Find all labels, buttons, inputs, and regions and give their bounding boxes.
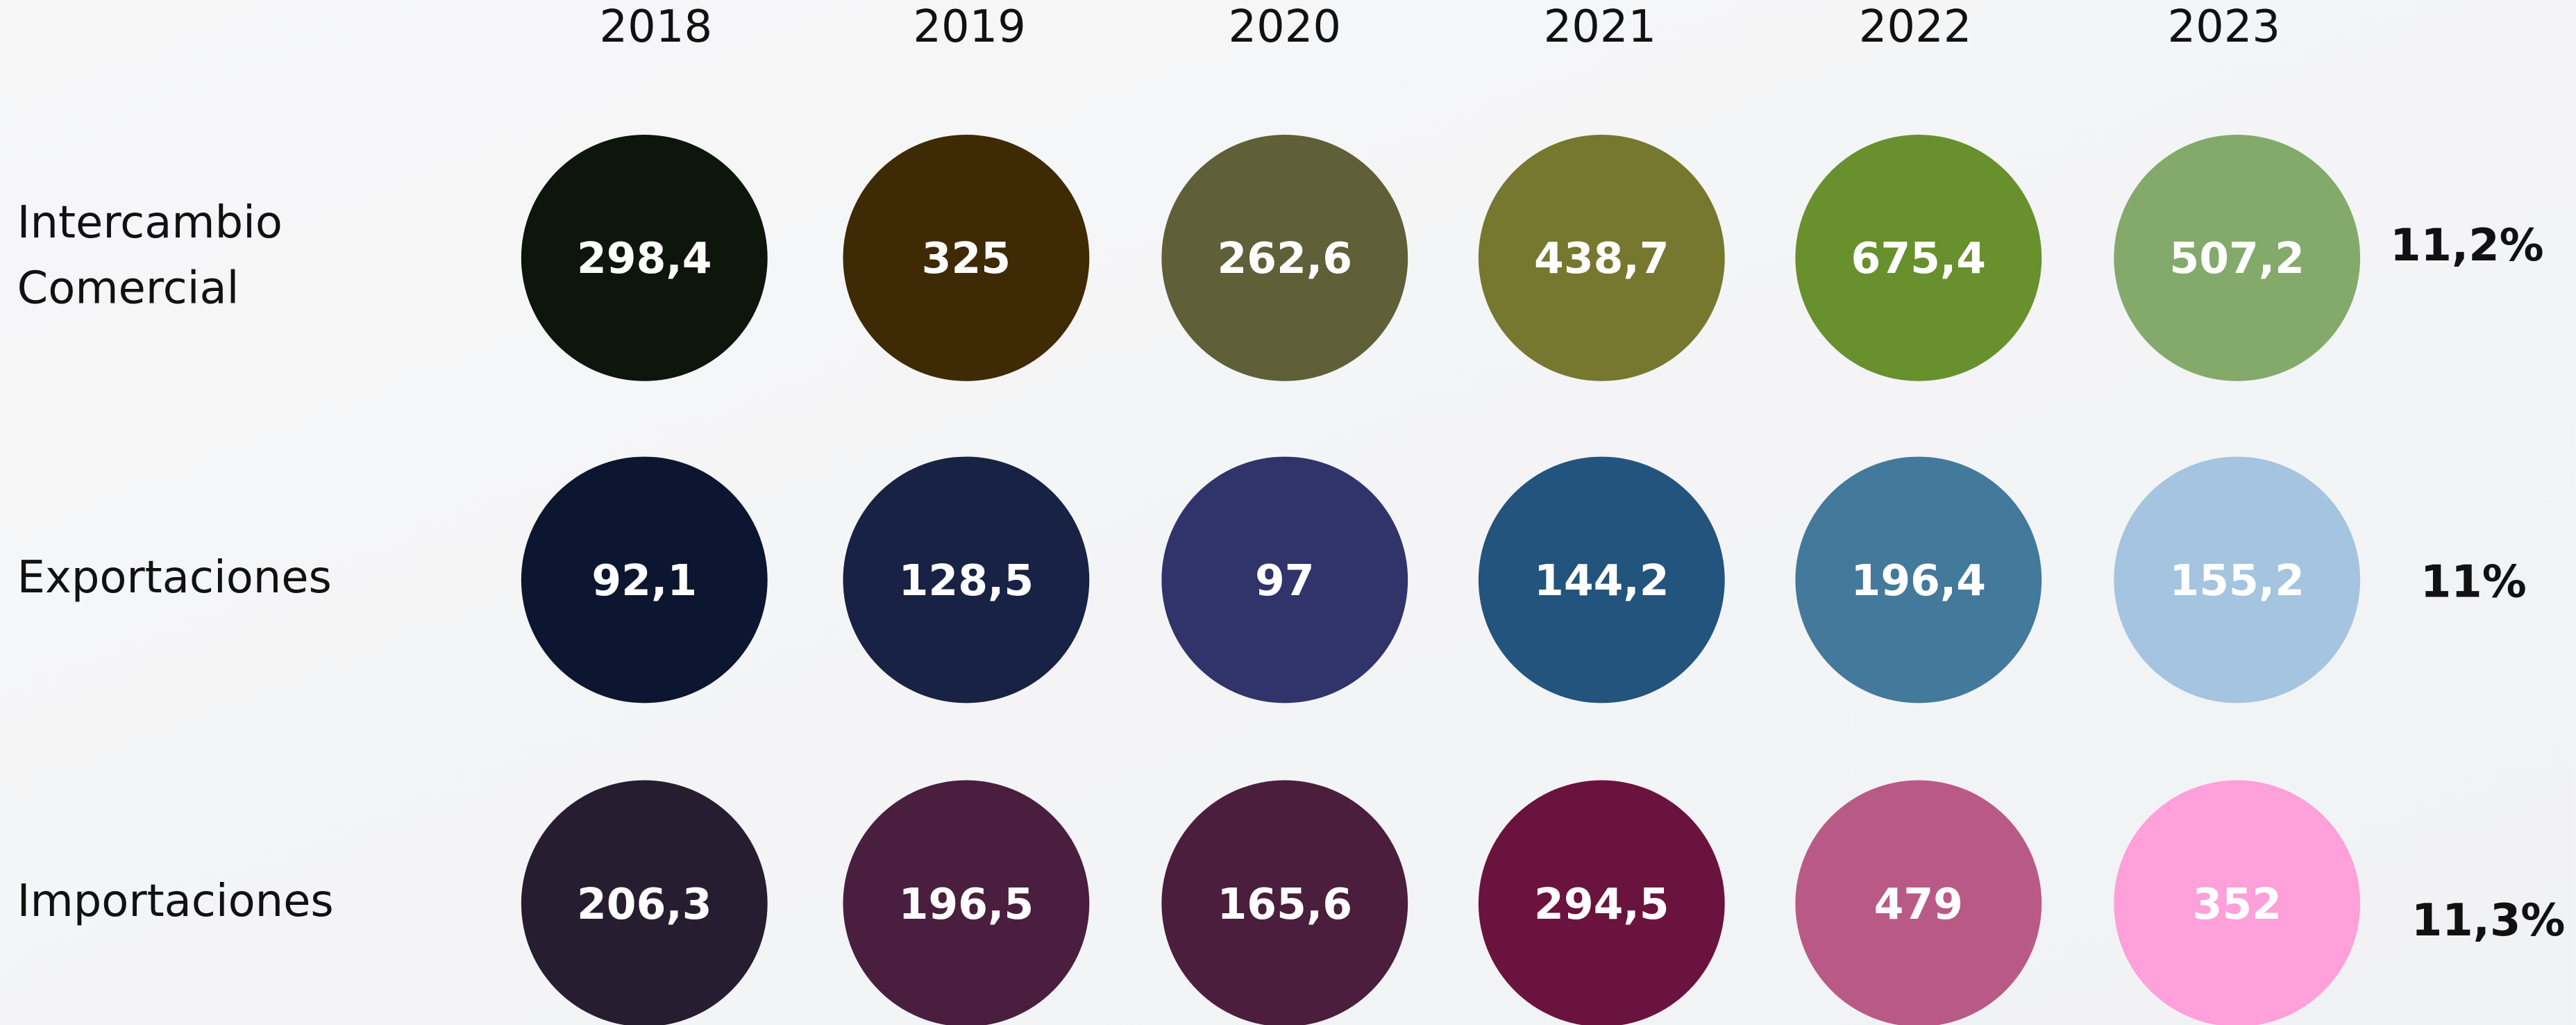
value-circle xyxy=(521,780,768,1025)
value-circle xyxy=(1795,134,2042,381)
value-label: 507,2 xyxy=(2169,233,2305,283)
value-label: 206,3 xyxy=(577,879,712,929)
value-circle xyxy=(843,780,1090,1025)
value-circle xyxy=(1161,456,1408,703)
row-label: Importaciones xyxy=(17,876,334,927)
row-label-line: Comercial xyxy=(17,262,239,314)
value-circle xyxy=(521,134,768,381)
value-label: 262,6 xyxy=(1218,233,1353,283)
growth-label: 11,3% xyxy=(2411,895,2566,947)
year-header: 2023 xyxy=(2168,1,2281,53)
value-label: 97 xyxy=(1255,556,1315,606)
value-label: 196,5 xyxy=(899,879,1034,929)
value-label: 92,1 xyxy=(591,556,697,606)
value-circle xyxy=(1478,134,1725,381)
value-label: 144,2 xyxy=(1534,556,1669,606)
value-label: 128,5 xyxy=(899,556,1034,606)
value-circle xyxy=(843,134,1090,381)
value-label: 294,5 xyxy=(1534,879,1669,929)
row-label-line: Intercambio xyxy=(17,197,283,249)
year-header: 2020 xyxy=(1229,1,1342,53)
row-label: Exportaciones xyxy=(17,552,332,603)
value-label: 298,4 xyxy=(577,233,712,283)
value-label: 196,4 xyxy=(1851,556,1987,606)
value-label: 352 xyxy=(2192,879,2281,929)
value-circle xyxy=(2114,780,2361,1025)
row-label: Intercambio Comercial xyxy=(17,197,283,315)
value-circle xyxy=(2114,134,2361,381)
value-circle xyxy=(1795,780,2042,1025)
value-label: 438,7 xyxy=(1534,233,1669,283)
growth-label: 11% xyxy=(2421,557,2527,608)
value-circle xyxy=(1795,456,2042,703)
value-circle xyxy=(1161,780,1408,1025)
value-circle xyxy=(521,456,768,703)
value-label: 165,6 xyxy=(1218,879,1353,929)
value-label: 675,4 xyxy=(1851,233,1987,283)
year-header: 2019 xyxy=(913,1,1026,53)
value-circle xyxy=(843,456,1090,703)
value-circle xyxy=(2114,456,2361,703)
year-header: 2018 xyxy=(600,1,713,53)
row-label-line: Importaciones xyxy=(17,876,334,927)
value-circle xyxy=(1478,456,1725,703)
value-label: 479 xyxy=(1874,879,1963,929)
growth-label: 11,2% xyxy=(2390,220,2544,272)
value-label: 155,2 xyxy=(2169,556,2305,606)
value-circle xyxy=(1161,134,1408,381)
value-label: 325 xyxy=(922,233,1011,283)
row-label-line: Exportaciones xyxy=(17,552,332,603)
value-circle xyxy=(1478,780,1725,1025)
year-header: 2021 xyxy=(1544,1,1657,53)
year-header: 2022 xyxy=(1859,1,1972,53)
